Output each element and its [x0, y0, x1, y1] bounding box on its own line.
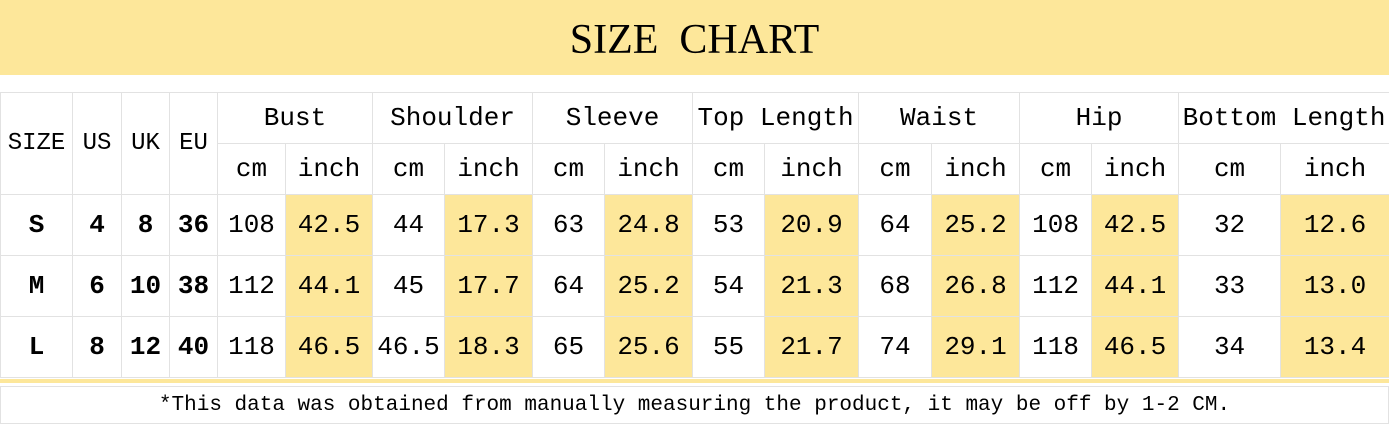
measure-cell: 44.1: [284, 255, 374, 317]
unit-header: inch: [1280, 143, 1389, 195]
measure-cell: 44.1: [1091, 255, 1180, 317]
size-cell: S: [0, 194, 73, 256]
measure-cell: 46.5: [372, 316, 446, 378]
size-cell: M: [0, 255, 73, 317]
unit-header: inch: [931, 143, 1021, 195]
measure-cell: 54: [692, 255, 766, 317]
size-cell: 36: [169, 194, 218, 256]
group-header: Shoulder: [372, 92, 534, 144]
size-table: SIZE US UK EU Bust Shoulder Sleeve Top Length Wa…: [0, 92, 1389, 378]
measure-cell: 44: [372, 194, 446, 256]
header-row: SIZE US UK EU Bust Shoulder Sleeve Top Length Wa…: [0, 92, 1389, 195]
unit-header: inch: [444, 143, 534, 195]
measure-cell: 118: [217, 316, 286, 378]
unit-header: cm: [532, 143, 606, 195]
measure-cell: 24.8: [604, 194, 694, 256]
measure-cell: 112: [1019, 255, 1093, 317]
title: SIZE CHART: [0, 0, 1389, 75]
measure-cell: 63: [532, 194, 606, 256]
measure-cell: 17.7: [444, 255, 534, 317]
measure-cell: 29.1: [931, 316, 1021, 378]
measure-cell: 112: [217, 255, 286, 317]
column-header: SIZE: [0, 92, 73, 195]
size-row: M 6 10 38 112 44.1 45 17.7 64 25.2 54 21.3 68 26.8 112…: [0, 255, 1389, 317]
column-header: EU: [169, 92, 218, 195]
measure-cell: 46.5: [1091, 316, 1180, 378]
measure-cell: 55: [692, 316, 766, 378]
divider: [0, 379, 1389, 383]
unit-header: inch: [284, 143, 374, 195]
measure-cell: 18.3: [444, 316, 534, 378]
measure-cell: 21.3: [764, 255, 860, 317]
group-header: Waist: [858, 92, 1021, 144]
measure-cell: 65: [532, 316, 606, 378]
size-cell: 38: [169, 255, 218, 317]
measure-cell: 33: [1178, 255, 1282, 317]
size-cell: 4: [72, 194, 122, 256]
measure-cell: 108: [1019, 194, 1093, 256]
size-cell: 6: [72, 255, 122, 317]
measure-cell: 26.8: [931, 255, 1021, 317]
measure-cell: 45: [372, 255, 446, 317]
column-header: UK: [121, 92, 170, 195]
group-header: Bust: [216, 92, 374, 144]
group-header: Bottom Length: [1178, 92, 1389, 144]
measure-cell: 46.5: [284, 316, 374, 378]
group-header: Top Length: [692, 92, 860, 144]
unit-header: inch: [604, 143, 694, 195]
unit-header: cm: [372, 143, 446, 195]
size-row: L 8 12 40 118 46.5 46.5 18.3 65 25.6 55 21.7 74 29.1 1…: [0, 316, 1389, 378]
size-cell: 12: [121, 316, 170, 378]
measure-cell: 64: [532, 255, 606, 317]
group-header: Hip: [1019, 92, 1180, 144]
measure-cell: 64: [858, 194, 933, 256]
measure-cell: 25.6: [604, 316, 694, 378]
size-cell: 8: [121, 194, 170, 256]
measure-cell: 21.7: [764, 316, 860, 378]
column-header: US: [72, 92, 122, 195]
measure-cell: 20.9: [764, 194, 860, 256]
note: *This data was obtained from manually me…: [0, 386, 1389, 424]
unit-header: cm: [1019, 143, 1093, 195]
group-header: Sleeve: [532, 92, 694, 144]
measure-cell: 12.6: [1280, 194, 1389, 256]
measure-cell: 32: [1178, 194, 1282, 256]
measure-cell: 68: [858, 255, 933, 317]
measure-cell: 118: [1019, 316, 1093, 378]
unit-header: cm: [217, 143, 286, 195]
size-cell: 10: [121, 255, 170, 317]
size-cell: 40: [169, 316, 218, 378]
size-cell: L: [0, 316, 73, 378]
unit-header: cm: [1178, 143, 1282, 195]
measure-cell: 34: [1178, 316, 1282, 378]
unit-header: inch: [1091, 143, 1180, 195]
measure-cell: 17.3: [444, 194, 534, 256]
measure-cell: 108: [217, 194, 286, 256]
measure-cell: 13.4: [1280, 316, 1389, 378]
unit-header: cm: [692, 143, 766, 195]
unit-header: cm: [858, 143, 933, 195]
measure-cell: 42.5: [1091, 194, 1180, 256]
unit-header: inch: [764, 143, 860, 195]
measure-cell: 25.2: [604, 255, 694, 317]
measure-cell: 25.2: [931, 194, 1021, 256]
measure-cell: 13.0: [1280, 255, 1389, 317]
measure-cell: 53: [692, 194, 766, 256]
measure-cell: 42.5: [284, 194, 374, 256]
size-cell: 8: [72, 316, 122, 378]
size-row: S 4 8 36 108 42.5 44 17.3 63 24.8 53 20.9 64 25.2 108 4…: [0, 194, 1389, 256]
measure-cell: 74: [858, 316, 933, 378]
